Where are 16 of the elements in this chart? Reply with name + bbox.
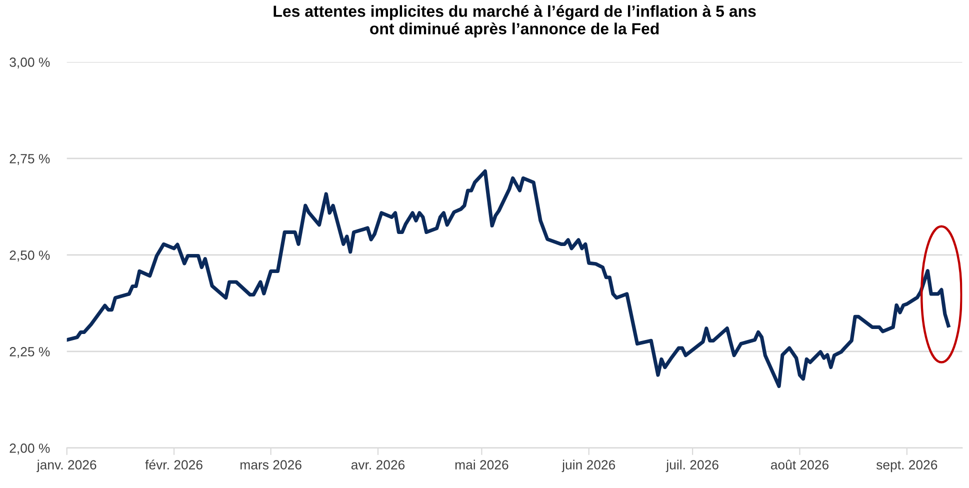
y-tick-label: 2,25 % [10,347,50,358]
y-tick-label: 2,50 % [10,250,50,262]
y-tick-label: 2,00 % [10,444,50,454]
x-tick-label: févr. 2026 [145,460,202,470]
x-tick-label: sept. 2026 [876,460,938,472]
chart-title: Les attentes implicites du marché à l’égard de l’inflation à 5 ans ont diminué après l’annonce de la Fed [274,5,756,38]
x-tick-label: juin 2026 [562,460,616,472]
y-tick-label: 2,75 % [10,154,50,165]
x-tick-label: mai 2026 [455,460,508,470]
x-tick-label: mars 2026 [240,460,302,470]
y-tick-label: 3,00 % [10,58,50,68]
x-tick-label: août 2026 [770,460,829,470]
x-tick-label: avr. 2026 [351,460,405,470]
x-tick-label: juil. 2026 [666,460,718,472]
line-series [66,169,950,388]
x-tick-label: janv. 2026 [36,460,96,472]
